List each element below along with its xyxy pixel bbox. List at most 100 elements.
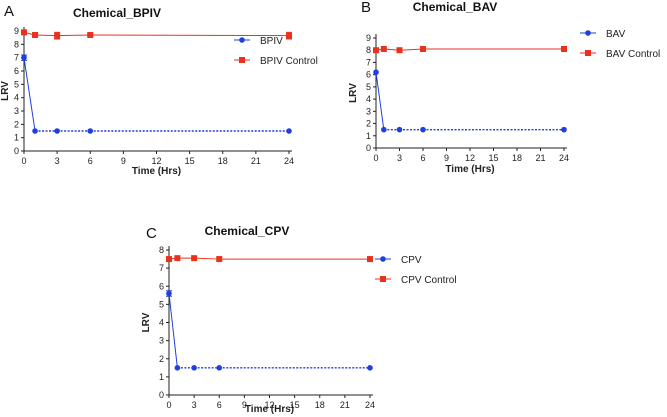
- y-tick-label: 2: [366, 119, 371, 129]
- y-tick-label: 5: [159, 299, 164, 309]
- y-tick-label: 2: [159, 354, 164, 364]
- data-point: [396, 126, 403, 133]
- y-tick-label: 0: [366, 143, 371, 153]
- legend-label: BPIV Control: [260, 56, 318, 67]
- x-axis-label: Time (Hrs): [132, 166, 181, 177]
- legend-entry: BAV Control: [580, 49, 660, 60]
- x-tick-label: 9: [121, 156, 126, 166]
- y-tick-label: 1: [14, 133, 19, 143]
- x-axis-label: Time (Hrs): [445, 164, 494, 175]
- legend-marker: [239, 37, 245, 43]
- y-tick-label: 9: [14, 26, 19, 36]
- data-point: [216, 256, 223, 263]
- y-tick-label: 3: [14, 106, 19, 116]
- series-line-segment: [168, 293, 178, 368]
- x-tick-label: 6: [420, 153, 425, 163]
- y-tick-label: 7: [159, 263, 164, 273]
- data-point: [191, 255, 198, 262]
- series-line-segment: [399, 48, 424, 51]
- legend-label: CPV: [401, 255, 422, 266]
- chart-title: Chemical_CPV: [205, 224, 290, 238]
- data-point: [54, 32, 61, 39]
- data-point: [87, 128, 94, 134]
- data-point: [367, 256, 373, 263]
- legend-marker: [239, 57, 245, 63]
- y-tick-label: 3: [366, 106, 371, 116]
- x-tick-label: 0: [373, 153, 378, 163]
- y-axis-label: LRV: [141, 312, 152, 332]
- legend-marker: [380, 256, 386, 262]
- legend-label: BAV: [606, 29, 626, 40]
- data-point: [32, 32, 39, 38]
- x-tick-label: 6: [217, 400, 222, 410]
- y-axis-label: LRV: [0, 81, 11, 101]
- data-point: [561, 46, 567, 52]
- data-point: [54, 128, 60, 134]
- x-tick-label: 24: [559, 153, 569, 163]
- x-tick-label: 12: [264, 400, 274, 410]
- x-tick-label: 24: [365, 400, 375, 410]
- x-tick-label: 18: [512, 153, 522, 163]
- panel-letter: A: [4, 3, 14, 20]
- data-point: [191, 365, 197, 371]
- x-tick-label: 3: [55, 156, 60, 166]
- legend-label: BPIV: [260, 36, 283, 47]
- y-tick-label: 5: [366, 82, 371, 92]
- series-line-segment: [23, 57, 36, 132]
- panel-letter: B: [361, 0, 371, 16]
- series-cpv-control: [166, 255, 373, 263]
- y-axis-label: LRV: [348, 83, 359, 103]
- x-tick-label: 24: [284, 156, 294, 166]
- x-tick-label: 12: [151, 156, 161, 166]
- y-tick-label: 6: [14, 66, 19, 76]
- y-tick-label: 4: [14, 93, 19, 103]
- legend-entry: BAV: [580, 29, 626, 40]
- y-tick-label: 4: [366, 94, 371, 104]
- legend-entry: BPIV: [234, 36, 283, 47]
- data-point: [380, 46, 387, 52]
- series-line-segment: [194, 257, 220, 260]
- data-point: [166, 290, 172, 297]
- x-tick-label: 21: [340, 400, 350, 410]
- series-bpiv: [21, 54, 292, 134]
- y-tick-label: 3: [159, 336, 164, 346]
- y-tick-label: 8: [159, 245, 164, 255]
- data-point: [87, 32, 94, 38]
- x-tick-label: 9: [242, 400, 247, 410]
- x-tick-label: 18: [315, 400, 325, 410]
- chart-title: Chemical_BAV: [413, 0, 497, 14]
- series-bav-control: [373, 46, 567, 54]
- y-tick-label: 1: [159, 372, 164, 382]
- data-point: [373, 47, 379, 54]
- series-line-segment: [90, 34, 290, 37]
- series-line-segment: [57, 34, 91, 37]
- data-point: [396, 47, 403, 54]
- x-tick-label: 18: [218, 156, 228, 166]
- x-tick-label: 3: [192, 400, 197, 410]
- x-tick-label: 21: [535, 153, 545, 163]
- x-tick-label: 3: [397, 153, 402, 163]
- data-point: [561, 126, 567, 133]
- data-point: [373, 69, 379, 76]
- y-tick-label: 2: [14, 119, 19, 129]
- legend-entry: BPIV Control: [234, 56, 318, 67]
- y-tick-label: 0: [14, 146, 19, 156]
- chart-title: Chemical_BPIV: [73, 6, 161, 20]
- data-point: [286, 128, 292, 134]
- data-point: [21, 54, 27, 61]
- y-tick-label: 0: [159, 390, 164, 400]
- data-point: [420, 126, 426, 133]
- y-tick-label: 8: [14, 39, 19, 49]
- panel-letter: C: [146, 225, 157, 242]
- data-point: [367, 365, 373, 371]
- data-point: [286, 32, 292, 39]
- legend-marker: [585, 30, 591, 36]
- data-point: [32, 128, 38, 134]
- series-line-segment: [35, 34, 58, 37]
- y-tick-label: 9: [366, 33, 371, 43]
- legend-label: CPV Control: [401, 275, 457, 286]
- data-point: [166, 256, 172, 263]
- x-tick-label: 21: [251, 156, 261, 166]
- x-tick-label: 9: [444, 153, 449, 163]
